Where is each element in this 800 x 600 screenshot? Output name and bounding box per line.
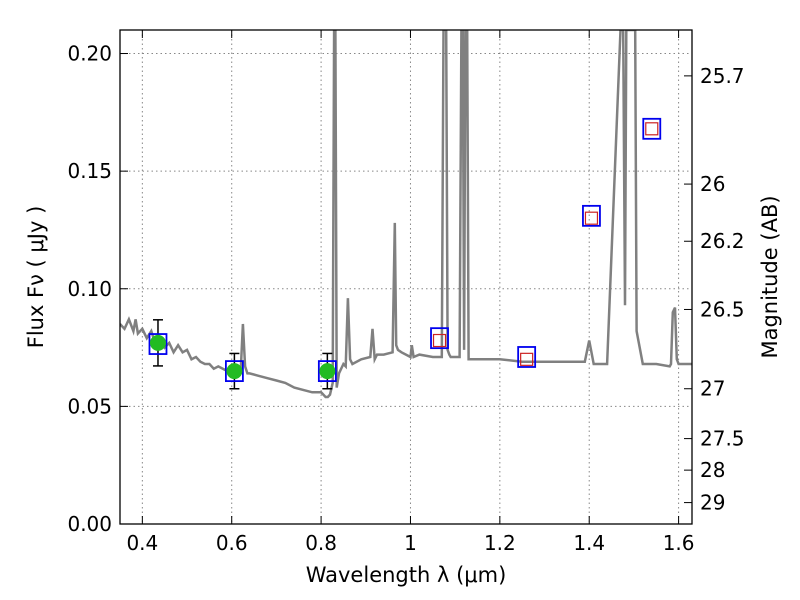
y2-tick-label: 29 <box>700 491 725 515</box>
model-flux-box <box>430 327 449 350</box>
x-tick-label: 0.6 <box>216 531 248 555</box>
x-tick-label: 1.6 <box>663 531 695 555</box>
x-tick-label: 0.4 <box>126 531 158 555</box>
y2-tick-label: 25.7 <box>700 64 745 88</box>
measured-flux-point <box>319 363 336 380</box>
y2-tick-label: 26.2 <box>700 229 745 253</box>
photometry-point <box>432 333 447 348</box>
x-axis: 0.4 0.6 0.8 1 1.2 1.4 1.6 <box>126 30 695 555</box>
plot-area <box>120 30 692 399</box>
model-flux-box <box>317 360 337 382</box>
y-axis-title: Flux Fν ( μJy ) <box>24 206 48 349</box>
photometry-point <box>520 352 534 366</box>
x-tick-label: 1 <box>404 531 417 555</box>
x-tick-label: 1.4 <box>573 531 605 555</box>
model-flux-box <box>517 346 537 368</box>
y2-tick-label: 27 <box>700 377 725 401</box>
y-tick-label: 0.05 <box>67 394 112 418</box>
x-axis-title: Wavelength λ (μm) <box>306 563 507 587</box>
y2-tick-label: 26 <box>700 172 725 196</box>
model-flux-box <box>148 333 168 355</box>
data-markers <box>148 117 662 390</box>
photometry-point <box>584 211 599 225</box>
plot-frame <box>119 29 693 525</box>
model-flux-box <box>224 360 244 382</box>
y-axis: 0.00 0.05 0.10 0.15 0.20 <box>67 42 128 536</box>
y2-tick-label: 28 <box>700 458 725 482</box>
measured-flux-point <box>149 334 166 351</box>
model-flux-box <box>582 204 601 227</box>
measured-flux-point <box>226 363 243 380</box>
y2-tick-label: 27.5 <box>700 427 745 451</box>
y2-axis: 25.7 26 26.2 26.5 27 27.5 28 29 <box>684 64 745 515</box>
x-tick-label: 1.2 <box>484 531 516 555</box>
y2-axis-title: Magnitude (AB) <box>758 195 782 358</box>
model-flux-box <box>642 117 662 140</box>
y2-tick-label: 26.5 <box>700 297 745 321</box>
x-tick-label: 0.8 <box>305 531 337 555</box>
photometry-point <box>645 122 659 136</box>
spectrum-line <box>120 30 692 399</box>
y-tick-label: 0.20 <box>67 42 112 66</box>
y-tick-label: 0.10 <box>67 277 112 301</box>
y-tick-label: 0.00 <box>67 512 112 536</box>
grid-lines <box>120 30 692 524</box>
y-tick-label: 0.15 <box>67 159 112 183</box>
